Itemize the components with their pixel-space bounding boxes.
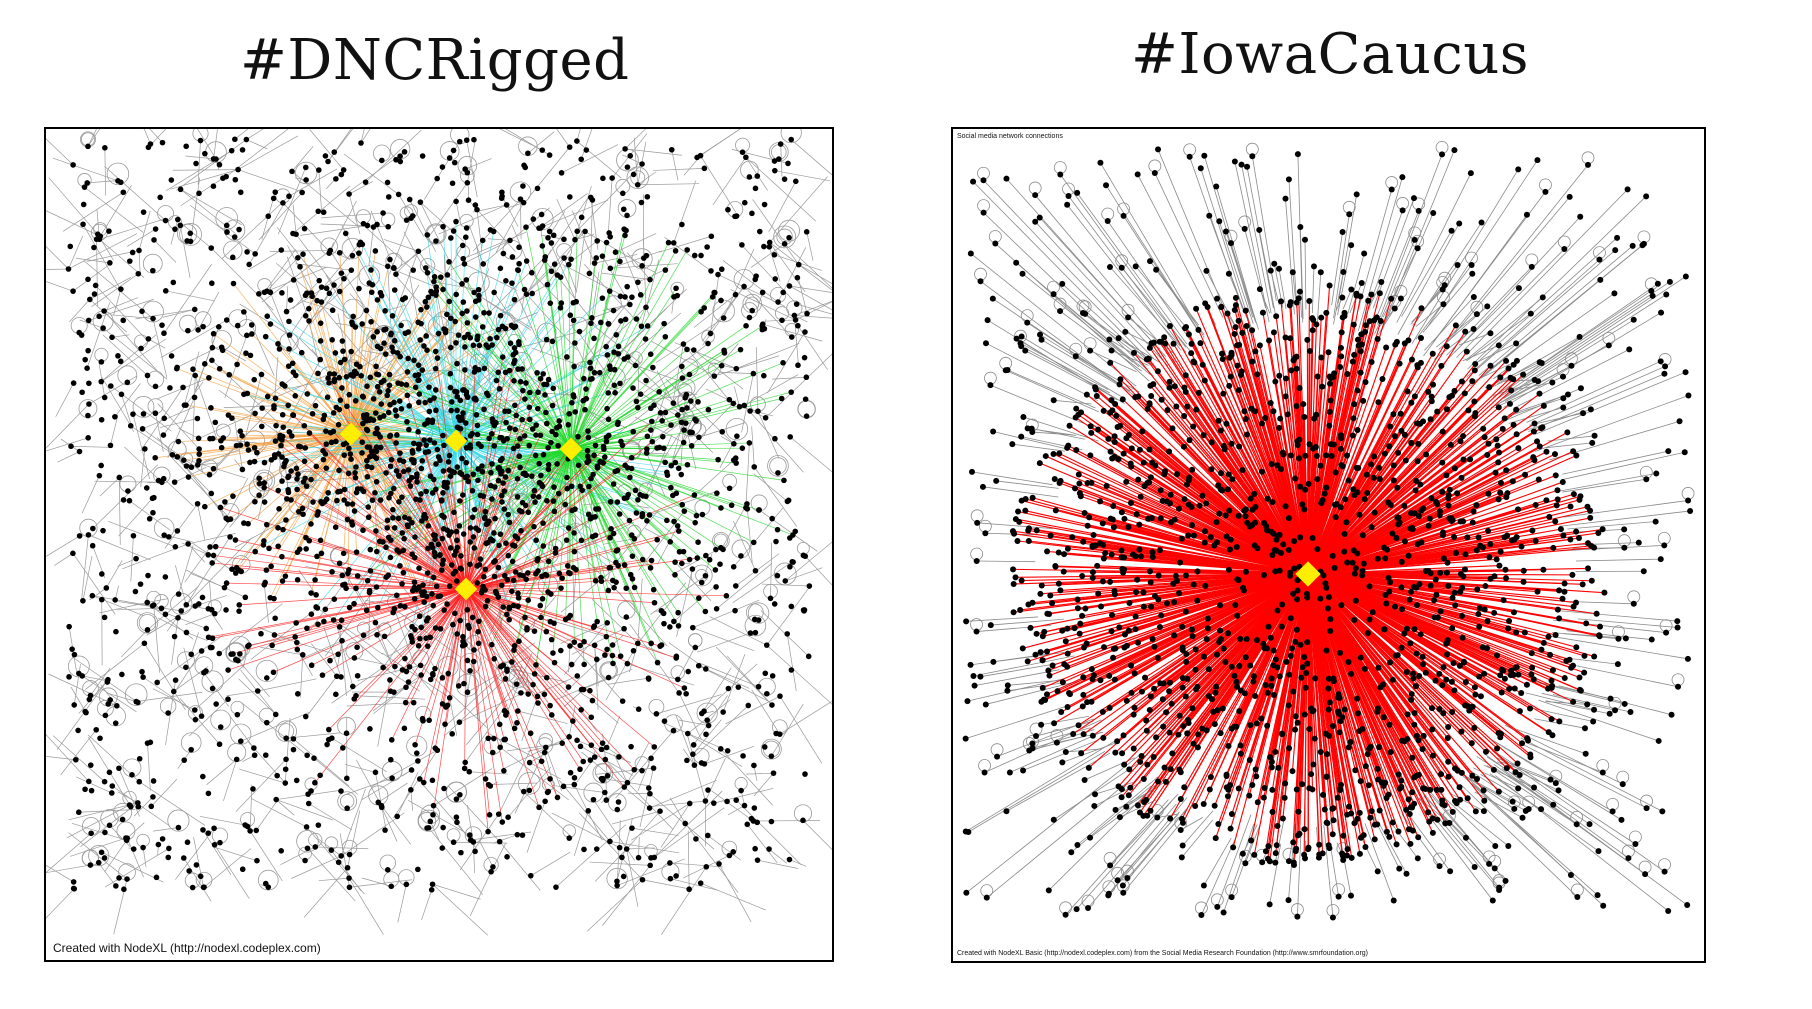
network-graph-iowacaucus: Social media network connections Created… [951, 127, 1706, 963]
nodes [65, 136, 813, 893]
network-graph-dncrigged: Created with NodeXL (http://nodexl.codep… [44, 127, 834, 962]
title-dncrigged: #DNCRigged [240, 28, 630, 93]
network-canvas-iowacaucus [962, 140, 1695, 921]
network-canvas-dncrigged [46, 129, 832, 936]
nodes [962, 146, 1694, 921]
hub-nodes [339, 422, 583, 601]
self-loops [67, 129, 816, 891]
title-iowacaucus: #IowaCaucus [1131, 22, 1530, 87]
credit-iowacaucus: Created with NodeXL Basic (http://nodexl… [957, 950, 1368, 957]
subtitle-iowacaucus: Social media network connections [957, 133, 1063, 140]
credit-dncrigged: Created with NodeXL (http://nodexl.codep… [53, 941, 321, 955]
